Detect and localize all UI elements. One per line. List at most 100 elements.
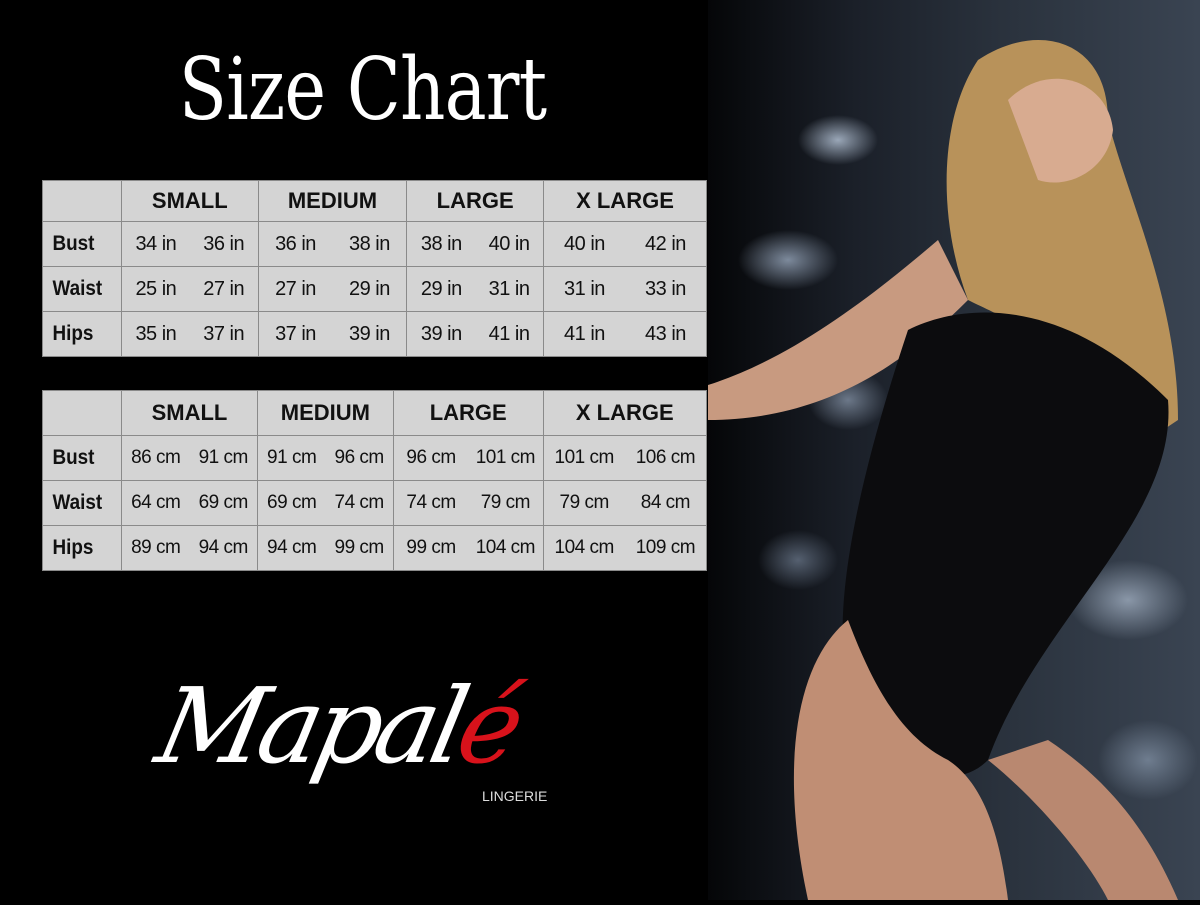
size-range-cell: 91 cm 96 cm [256,435,394,481]
min-value: 37 in [275,322,316,345]
size-header: X LARGE [542,180,708,222]
min-value: 34 in [135,232,177,255]
min-value: 41 in [564,322,605,345]
corner-cell [42,390,122,436]
max-value: 84 cm [640,492,691,513]
brand-name: Mapalé [147,665,529,787]
page-title: Size Chart [178,40,547,140]
max-value: 96 cm [334,447,385,468]
size-range-cell: 86 cm 91 cm [121,435,258,481]
size-range-cell: 40 in 42 in [542,221,708,267]
size-range-cell: 27 in 29 in [257,266,408,312]
size-table-cm: SMALL MEDIUM LARGE X LARGE Bust 86 cm 91 cm 91 … [42,390,708,571]
max-value: 79 cm [480,492,531,513]
min-value: 39 in [420,322,462,345]
measure-label: Waist [42,480,115,526]
size-header: MEDIUM [256,390,394,436]
max-value: 39 in [348,322,390,345]
min-value: 96 cm [406,447,456,468]
size-range-cell: 38 in 40 in [406,221,544,267]
max-value: 43 in [645,322,686,345]
size-range-cell: 69 cm 74 cm [256,480,394,526]
min-value: 86 cm [131,447,181,468]
size-range-cell: 36 in 38 in [257,221,408,267]
size-range-cell: 79 cm 84 cm [542,480,708,526]
max-value: 104 cm [475,537,536,558]
size-range-cell: 101 cm 106 cm [542,435,708,481]
size-table-inches: SMALL MEDIUM LARGE X LARGE Bust 34 in 36 in 36 … [42,180,708,357]
min-value: 99 cm [406,537,456,558]
size-range-cell: 31 in 33 in [542,266,708,312]
size-range-cell: 74 cm 79 cm [392,480,544,526]
table-row: Hips 35 in 37 in 37 in 39 in 39 in 41 in 41 in 4… [42,311,708,357]
size-range-cell: 25 in 27 in [121,266,259,312]
table-row: Waist 64 cm 69 cm 69 cm 74 cm 74 cm 79 cm 79 cm… [42,480,708,526]
min-value: 79 cm [559,492,610,513]
size-header: SMALL [121,180,259,222]
min-value: 91 cm [267,447,317,468]
measure-label: Waist [42,266,115,312]
table-row: Bust 34 in 36 in 36 in 38 in 38 in 40 in 40 in 4… [42,221,708,267]
table-row: Hips 89 cm 94 cm 94 cm 99 cm 99 cm 104 cm 104 c… [42,525,708,571]
measure-label: Hips [42,525,115,571]
min-value: 27 in [275,277,316,300]
min-value: 35 in [135,322,177,345]
max-value: 94 cm [198,537,249,558]
min-value: 69 cm [267,492,317,513]
size-range-cell: 37 in 39 in [257,311,408,357]
min-value: 29 in [420,277,462,300]
brand-tagline: LINGERIE [482,788,548,804]
max-value: 31 in [488,277,530,300]
size-range-cell: 29 in 31 in [406,266,544,312]
min-value: 101 cm [554,447,615,468]
size-range-cell: 89 cm 94 cm [121,525,258,571]
max-value: 29 in [348,277,390,300]
size-range-cell: 41 in 43 in [542,311,708,357]
table-row: Waist 25 in 27 in 27 in 29 in 29 in 31 in 31 in… [42,266,708,312]
size-range-cell: 104 cm 109 cm [542,525,708,571]
measure-label: Bust [42,221,115,267]
max-value: 36 in [203,232,245,255]
min-value: 74 cm [406,492,456,513]
size-range-cell: 39 in 41 in [406,311,544,357]
max-value: 69 cm [198,492,249,513]
max-value: 38 in [348,232,390,255]
size-header: X LARGE [542,390,708,436]
max-value: 27 in [203,277,245,300]
max-value: 74 cm [334,492,385,513]
max-value: 41 in [488,322,530,345]
max-value: 37 in [203,322,245,345]
max-value: 40 in [488,232,530,255]
max-value: 99 cm [334,537,385,558]
max-value: 106 cm [635,447,696,468]
min-value: 64 cm [131,492,181,513]
size-header: LARGE [406,180,544,222]
max-value: 109 cm [635,537,696,558]
max-value: 42 in [645,232,686,255]
min-value: 89 cm [131,537,181,558]
size-range-cell: 94 cm 99 cm [256,525,394,571]
size-header: SMALL [121,390,258,436]
size-range-cell: 64 cm 69 cm [121,480,258,526]
max-value: 33 in [645,277,686,300]
min-value: 38 in [420,232,462,255]
min-value: 94 cm [267,537,317,558]
model-photo [708,0,1200,900]
brand-logo: Mapalé LINGERIE [147,665,580,815]
header-row: SMALL MEDIUM LARGE X LARGE [42,390,708,436]
size-range-cell: 34 in 36 in [121,221,259,267]
max-value: 91 cm [198,447,249,468]
table-row: Bust 86 cm 91 cm 91 cm 96 cm 96 cm 101 cm 101 c… [42,435,708,481]
corner-cell [42,180,122,222]
min-value: 40 in [564,232,605,255]
measure-label: Hips [42,311,115,357]
model-silhouette [708,40,1178,900]
size-header: MEDIUM [257,180,408,222]
size-range-cell: 99 cm 104 cm [392,525,544,571]
header-row: SMALL MEDIUM LARGE X LARGE [42,180,708,222]
size-header: LARGE [392,390,544,436]
size-range-cell: 96 cm 101 cm [392,435,544,481]
max-value: 101 cm [475,447,536,468]
min-value: 36 in [275,232,316,255]
min-value: 25 in [135,277,177,300]
